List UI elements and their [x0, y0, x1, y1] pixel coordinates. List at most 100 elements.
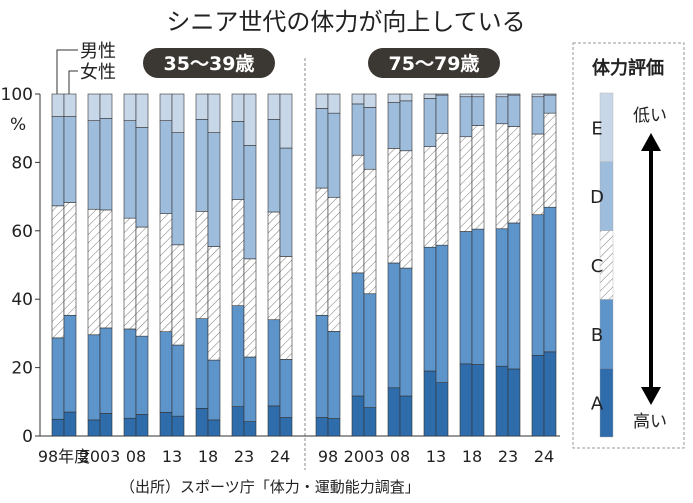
bar-segment-male-C — [387, 148, 401, 264]
bar-segment-female-A — [471, 364, 485, 437]
bar-segment-female-D — [135, 127, 149, 228]
x-tick-label: 24 — [534, 447, 554, 466]
bar-segment-female-C — [279, 256, 293, 360]
bar-segment-male-C — [159, 213, 173, 332]
bar-segment-female-D — [435, 94, 449, 134]
legend-title: 体力評価 — [592, 57, 664, 79]
bar-segment-male-D — [159, 120, 173, 215]
bar-segment-female-E — [135, 93, 149, 128]
bar-segment-male-B — [123, 328, 137, 419]
bar-segment-female-D — [171, 132, 185, 246]
bar-segment-female-C — [471, 125, 485, 230]
bar-segment-female-C — [435, 133, 449, 246]
female-label: 女性 — [80, 62, 116, 83]
x-tick-label: 2003 — [344, 447, 385, 466]
bar-segment-male-B — [495, 228, 509, 367]
bar-segment-male-C — [267, 211, 281, 321]
legend-swatch-E — [599, 92, 614, 163]
bar-segment-male-B — [195, 318, 209, 409]
x-tick-label: 98年度 — [38, 447, 90, 466]
bar-segment-male-C — [459, 136, 473, 232]
bar-segment-male-C — [51, 205, 65, 339]
bar-segment-male-E — [387, 93, 401, 103]
bar-segment-male-B — [351, 272, 365, 397]
bar-segment-male-E — [267, 93, 281, 120]
bar-segment-female-A — [171, 415, 185, 437]
bar-segment-male-B — [159, 331, 173, 413]
legend-grade-label: D — [590, 187, 604, 208]
bar-segment-male-A — [315, 417, 329, 437]
bar-segment-male-E — [423, 93, 437, 99]
source-note: （出所）スポーツ庁「体力・運動能力調査」 — [120, 478, 420, 496]
bar-segment-female-B — [243, 356, 257, 422]
bar-segment-female-A — [63, 411, 77, 437]
bar-segment-male-C — [315, 187, 329, 316]
bar-segment-female-B — [171, 344, 185, 417]
y-tick-label: 0 — [22, 427, 33, 447]
bar-segment-female-B — [279, 359, 293, 418]
legend-low-label: 低い — [633, 106, 667, 126]
bar-segment-male-B — [315, 314, 329, 418]
bar-segment-female-B — [435, 244, 449, 383]
x-tick-label: 13 — [426, 447, 446, 466]
bar-segment-male-B — [531, 214, 545, 356]
bar-segment-male-A — [87, 419, 101, 437]
bar-segment-female-D — [399, 100, 413, 152]
bar-segment-male-A — [159, 412, 173, 437]
bar-segment-female-B — [63, 314, 77, 413]
bar-segment-female-B — [135, 335, 149, 415]
bar-segment-male-A — [531, 354, 545, 437]
x-tick-label: 2003 — [80, 447, 121, 466]
bar-segment-female-A — [243, 421, 257, 437]
bar-segment-male-D — [351, 103, 365, 156]
bar-segment-female-C — [135, 226, 149, 337]
bar-segment-male-D — [495, 96, 509, 125]
bar-segment-male-E — [51, 93, 65, 117]
bar-segment-female-E — [543, 93, 557, 96]
bar-segment-male-C — [531, 133, 545, 216]
bar-segment-female-C — [243, 258, 257, 358]
bar-segment-female-C — [63, 202, 77, 316]
x-tick-label: 98 — [318, 447, 338, 466]
bar-segment-male-D — [195, 119, 209, 212]
bar-segment-female-D — [63, 116, 77, 203]
bar-segment-female-C — [207, 246, 221, 361]
x-tick-label: 13 — [162, 447, 182, 466]
legend: 体力評価 A B C D E 低い 高い — [572, 42, 685, 449]
bar-segment-female-C — [171, 244, 185, 346]
bar-segment-male-D — [387, 102, 401, 149]
bar-segment-male-D — [423, 98, 437, 147]
bar-segment-female-B — [543, 206, 557, 353]
x-tick-label: 18 — [198, 447, 218, 466]
bar-segment-male-A — [351, 395, 365, 437]
group-label-35-39: 35〜39歳 — [164, 53, 255, 75]
bar-segment-male-E — [195, 93, 209, 120]
bar-segment-female-E — [471, 93, 485, 98]
legend-high-label: 高い — [633, 412, 667, 432]
bar-segment-female-A — [135, 414, 149, 437]
y-tick-label: 100 — [1, 85, 33, 105]
x-tick-label: 23 — [234, 447, 254, 466]
bar-segment-male-D — [231, 121, 245, 200]
group-label-75-79: 75〜79歳 — [389, 53, 480, 75]
bar-segment-female-A — [399, 395, 413, 437]
bar-segment-male-E — [123, 93, 137, 121]
bar-segment-male-C — [195, 211, 209, 319]
bar-segment-female-A — [435, 382, 449, 437]
bar-segment-male-C — [495, 123, 509, 230]
bar-segment-male-D — [315, 108, 329, 189]
bar-segment-male-B — [459, 231, 473, 365]
bar-segment-male-A — [423, 370, 437, 437]
bar-segment-female-D — [363, 107, 377, 170]
bar-segment-male-E — [87, 93, 101, 121]
bar-segment-female-A — [327, 418, 341, 437]
bar-segment-male-C — [423, 146, 437, 248]
bar-segment-male-B — [387, 262, 401, 389]
chart-title: シニア世代の体力が向上している — [166, 8, 525, 36]
bar-segment-female-E — [435, 93, 449, 96]
bar-segment-female-E — [279, 93, 293, 149]
sex-legend: 男性 女性 — [56, 41, 116, 94]
x-tick-label: 18 — [462, 447, 482, 466]
bar-segment-male-A — [195, 407, 209, 437]
